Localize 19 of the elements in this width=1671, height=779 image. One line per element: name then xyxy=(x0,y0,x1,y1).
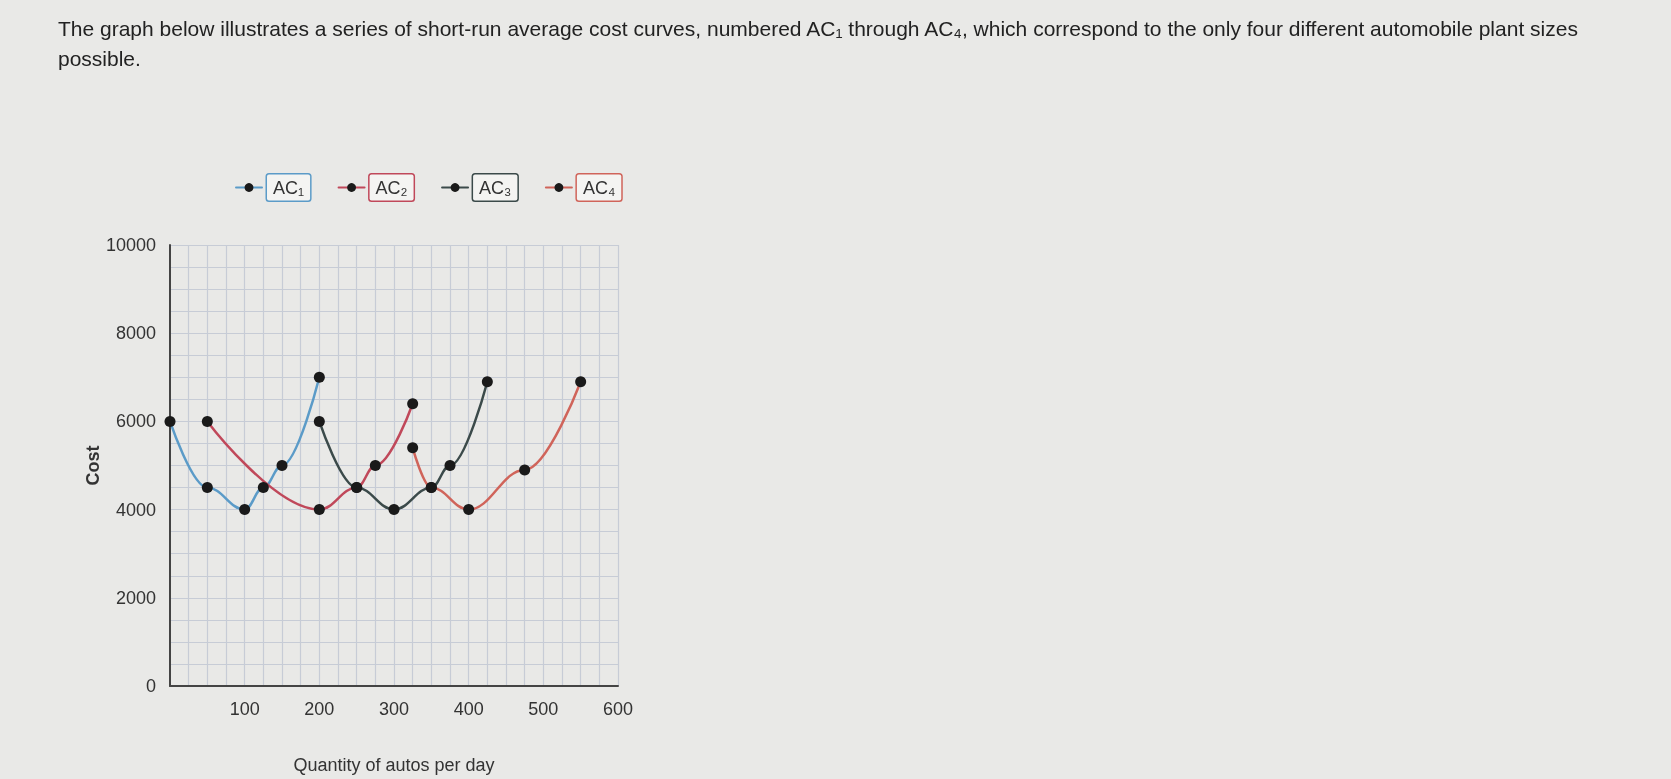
y-axis-title: Cost xyxy=(83,445,103,486)
y-tick-label: 0 xyxy=(145,676,156,696)
x-tick-label: 300 xyxy=(378,699,410,719)
x-axis-title: Quantity of autos per day xyxy=(293,755,495,775)
y-tick-label: 2000 xyxy=(115,587,156,608)
x-tick-label: 500 xyxy=(528,699,559,719)
legend-label: AC₂ xyxy=(375,177,408,198)
legend-label: AC₁ xyxy=(273,177,305,198)
y-tick-label: 8000 xyxy=(115,323,156,344)
x-tick-label: 600 xyxy=(602,699,634,719)
legend-label: AC₃ xyxy=(479,177,512,198)
y-tick-label: 10000 xyxy=(105,235,156,255)
x-tick-label: 200 xyxy=(304,699,335,719)
x-tick-label: 400 xyxy=(453,699,484,719)
y-tick-label: 4000 xyxy=(115,499,156,520)
y-tick-label: 6000 xyxy=(115,411,156,432)
text: The graph below illustrates a series of short-run average cost curves, numbered AC₁ through AC₄, which correspond to the only four different automobile plant sizes possible. xyxy=(58,16,1579,72)
legend-label: AC₄ xyxy=(582,177,616,198)
x-tick-label: 100 xyxy=(229,699,260,719)
